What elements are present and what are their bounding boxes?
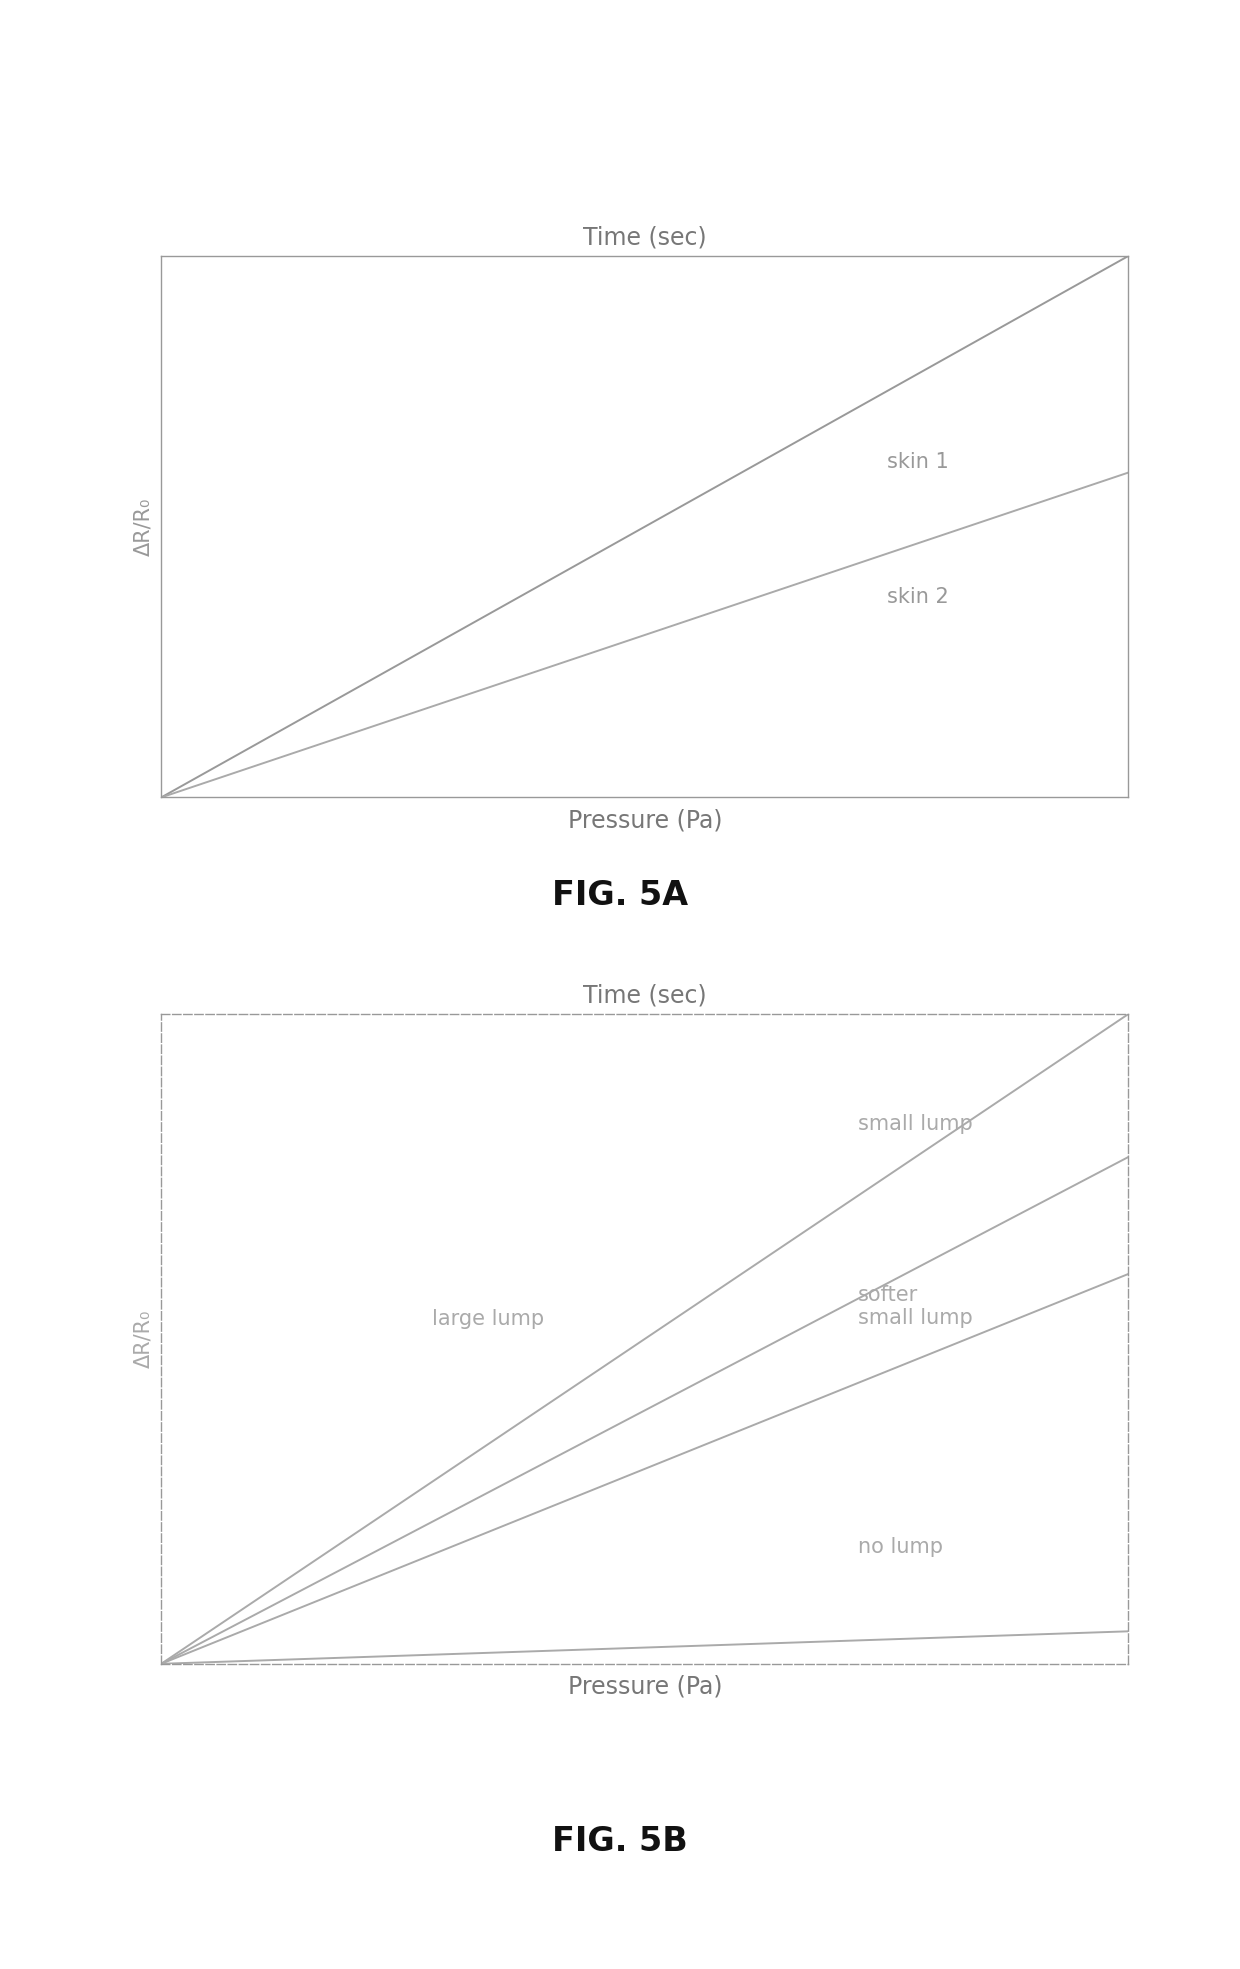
Text: softer
small lump: softer small lump [858,1286,972,1327]
Text: skin 2: skin 2 [887,587,949,606]
Text: FIG. 5A: FIG. 5A [552,880,688,912]
Y-axis label: ΔR/R₀: ΔR/R₀ [133,498,153,555]
Title: Time (sec): Time (sec) [583,984,707,1008]
Title: Time (sec): Time (sec) [583,226,707,250]
X-axis label: Pressure (Pa): Pressure (Pa) [568,809,722,833]
Text: FIG. 5B: FIG. 5B [552,1825,688,1857]
Text: no lump: no lump [858,1538,942,1557]
Text: large lump: large lump [432,1309,544,1329]
Text: small lump: small lump [858,1114,972,1134]
Text: skin 1: skin 1 [887,451,949,473]
X-axis label: Pressure (Pa): Pressure (Pa) [568,1676,722,1699]
Y-axis label: ΔR/R₀: ΔR/R₀ [133,1309,153,1368]
